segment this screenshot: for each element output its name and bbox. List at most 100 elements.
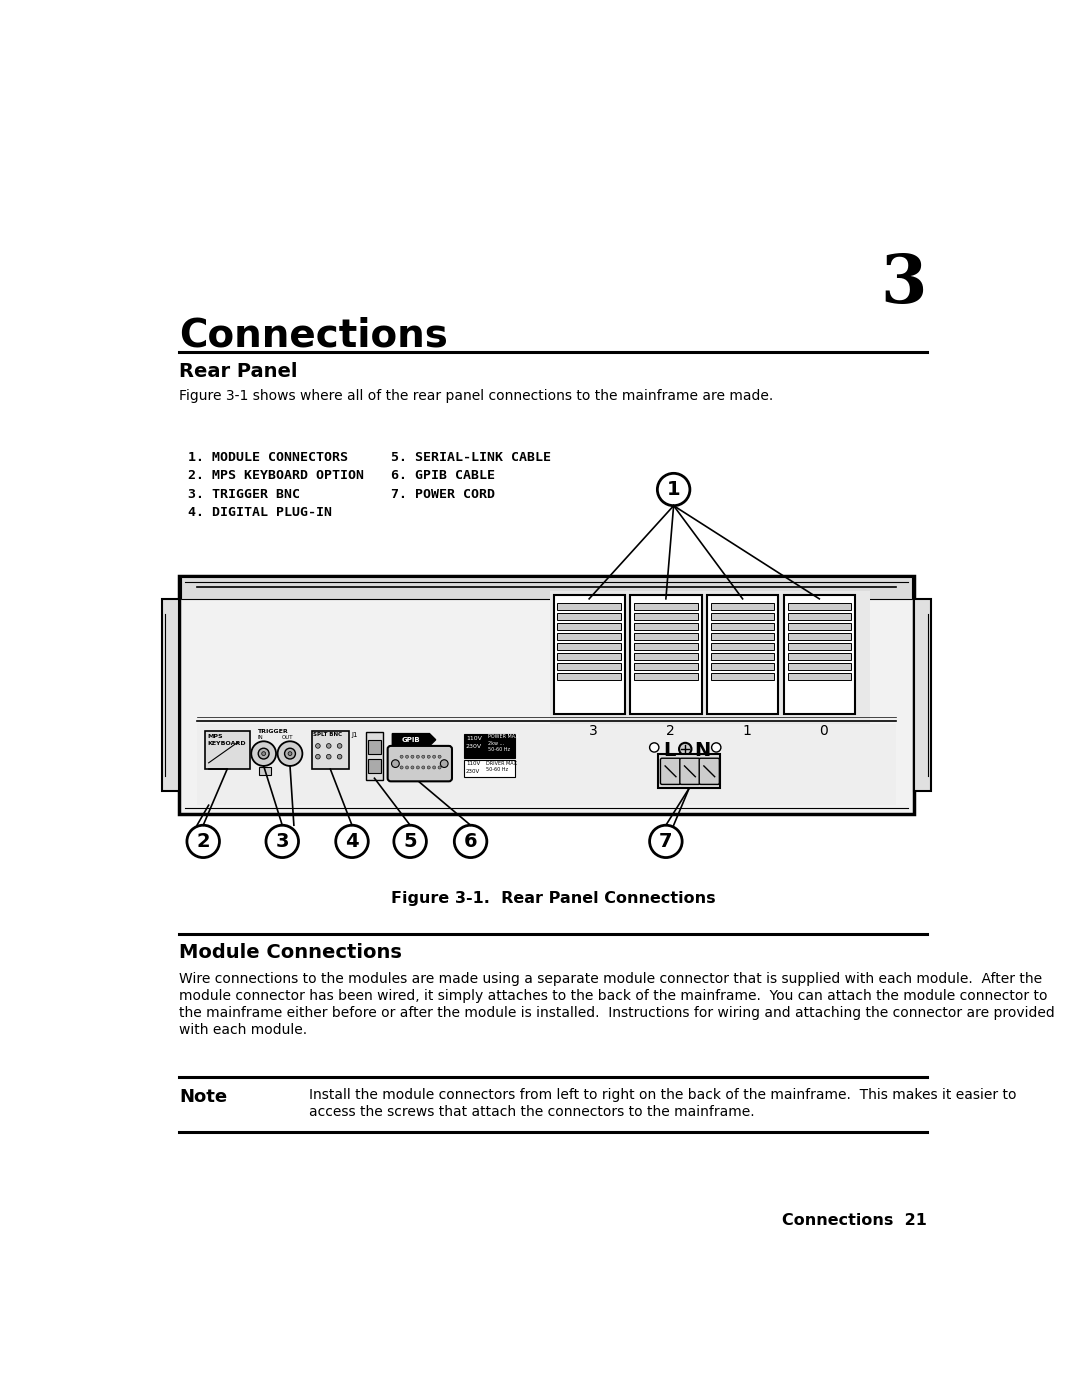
Circle shape <box>658 474 690 506</box>
Bar <box>634 623 698 630</box>
Circle shape <box>416 756 419 759</box>
Circle shape <box>433 756 435 759</box>
Circle shape <box>433 766 435 768</box>
Bar <box>464 733 515 759</box>
FancyBboxPatch shape <box>679 759 700 784</box>
Bar <box>368 740 380 753</box>
Bar <box>787 602 851 610</box>
Circle shape <box>315 743 321 749</box>
Text: Figure 3-1.  Rear Panel Connections: Figure 3-1. Rear Panel Connections <box>391 891 716 907</box>
Bar <box>557 602 621 610</box>
Bar <box>658 753 720 788</box>
Text: 1: 1 <box>666 481 680 499</box>
Circle shape <box>284 749 296 759</box>
Bar <box>787 613 851 620</box>
FancyBboxPatch shape <box>661 759 680 784</box>
Circle shape <box>649 743 659 752</box>
Bar <box>634 633 698 640</box>
FancyArrow shape <box>392 733 435 746</box>
Text: Install the module connectors from left to right on the back of the mainframe.  : Install the module connectors from left … <box>309 1088 1017 1102</box>
Text: Note: Note <box>179 1088 227 1106</box>
Text: 110V: 110V <box>465 736 482 740</box>
Bar <box>787 662 851 671</box>
Bar <box>557 673 621 680</box>
Text: 4: 4 <box>346 831 359 851</box>
Bar <box>711 643 774 651</box>
Text: SPLT BNC: SPLT BNC <box>313 732 342 738</box>
Text: 2. MPS KEYBOARD OPTION: 2. MPS KEYBOARD OPTION <box>188 469 364 482</box>
Text: DRIVER MAX: DRIVER MAX <box>486 761 517 767</box>
Text: Module Connections: Module Connections <box>179 943 402 963</box>
Bar <box>550 591 869 726</box>
Bar <box>711 613 774 620</box>
Circle shape <box>649 826 683 858</box>
Bar <box>557 662 621 671</box>
Text: 7. POWER CORD: 7. POWER CORD <box>391 488 495 502</box>
Bar <box>711 602 774 610</box>
Bar <box>787 623 851 630</box>
Circle shape <box>422 756 424 759</box>
Bar <box>162 599 179 791</box>
Bar <box>366 732 383 780</box>
Text: Rear Panel: Rear Panel <box>179 362 298 380</box>
Text: L: L <box>663 742 676 760</box>
Bar <box>711 652 774 661</box>
Text: with each module.: with each module. <box>179 1023 308 1037</box>
Bar <box>180 577 913 599</box>
Circle shape <box>438 766 441 768</box>
Circle shape <box>410 756 414 759</box>
Circle shape <box>428 766 430 768</box>
Bar <box>787 643 851 651</box>
Circle shape <box>336 826 368 858</box>
Text: 4. DIGITAL PLUG-IN: 4. DIGITAL PLUG-IN <box>188 507 332 520</box>
Text: Wire connections to the modules are made using a separate module connector that : Wire connections to the modules are made… <box>179 972 1042 986</box>
Text: 110V: 110V <box>465 761 481 767</box>
Circle shape <box>288 752 292 756</box>
Bar <box>634 613 698 620</box>
Bar <box>312 731 349 768</box>
Circle shape <box>394 826 427 858</box>
Text: 230V: 230V <box>465 745 482 749</box>
Bar <box>259 767 271 775</box>
Circle shape <box>315 754 321 759</box>
FancyBboxPatch shape <box>699 759 719 784</box>
Circle shape <box>455 826 487 858</box>
Text: 6. GPIB CABLE: 6. GPIB CABLE <box>391 469 495 482</box>
Text: 50-60 Hz: 50-60 Hz <box>486 767 509 773</box>
Text: 3: 3 <box>590 725 598 739</box>
Bar <box>787 633 851 640</box>
Bar <box>368 759 380 773</box>
Bar <box>634 602 698 610</box>
Text: module connector has been wired, it simply attaches to the back of the mainframe: module connector has been wired, it simp… <box>179 989 1048 1003</box>
Text: Figure 3-1 shows where all of the rear panel connections to the mainframe are ma: Figure 3-1 shows where all of the rear p… <box>179 390 773 404</box>
Bar <box>464 760 515 777</box>
Text: the mainframe either before or after the module is installed.  Instructions for : the mainframe either before or after the… <box>179 1006 1055 1020</box>
Text: 1: 1 <box>743 725 752 739</box>
Bar <box>557 643 621 651</box>
Bar <box>205 731 249 768</box>
Circle shape <box>422 766 424 768</box>
Circle shape <box>410 766 414 768</box>
Bar <box>784 595 855 714</box>
Circle shape <box>441 760 448 767</box>
Circle shape <box>337 754 342 759</box>
Bar <box>634 652 698 661</box>
Text: J1: J1 <box>351 732 357 738</box>
Bar <box>634 662 698 671</box>
Circle shape <box>252 742 276 766</box>
Bar <box>197 725 896 805</box>
Circle shape <box>337 743 342 749</box>
Text: KEYBOARD: KEYBOARD <box>207 740 246 746</box>
Circle shape <box>326 743 332 749</box>
Circle shape <box>428 756 430 759</box>
Bar <box>634 643 698 651</box>
Text: 5. SERIAL-LINK CABLE: 5. SERIAL-LINK CABLE <box>391 451 551 464</box>
Circle shape <box>416 766 419 768</box>
Text: Connections: Connections <box>179 316 448 355</box>
Text: POWER MAX: POWER MAX <box>488 735 518 739</box>
Text: 50-60 Hz: 50-60 Hz <box>488 746 510 752</box>
Text: 2: 2 <box>197 831 210 851</box>
Circle shape <box>400 756 403 759</box>
Text: 3. TRIGGER BNC: 3. TRIGGER BNC <box>188 488 300 502</box>
Text: 230V: 230V <box>465 768 481 774</box>
